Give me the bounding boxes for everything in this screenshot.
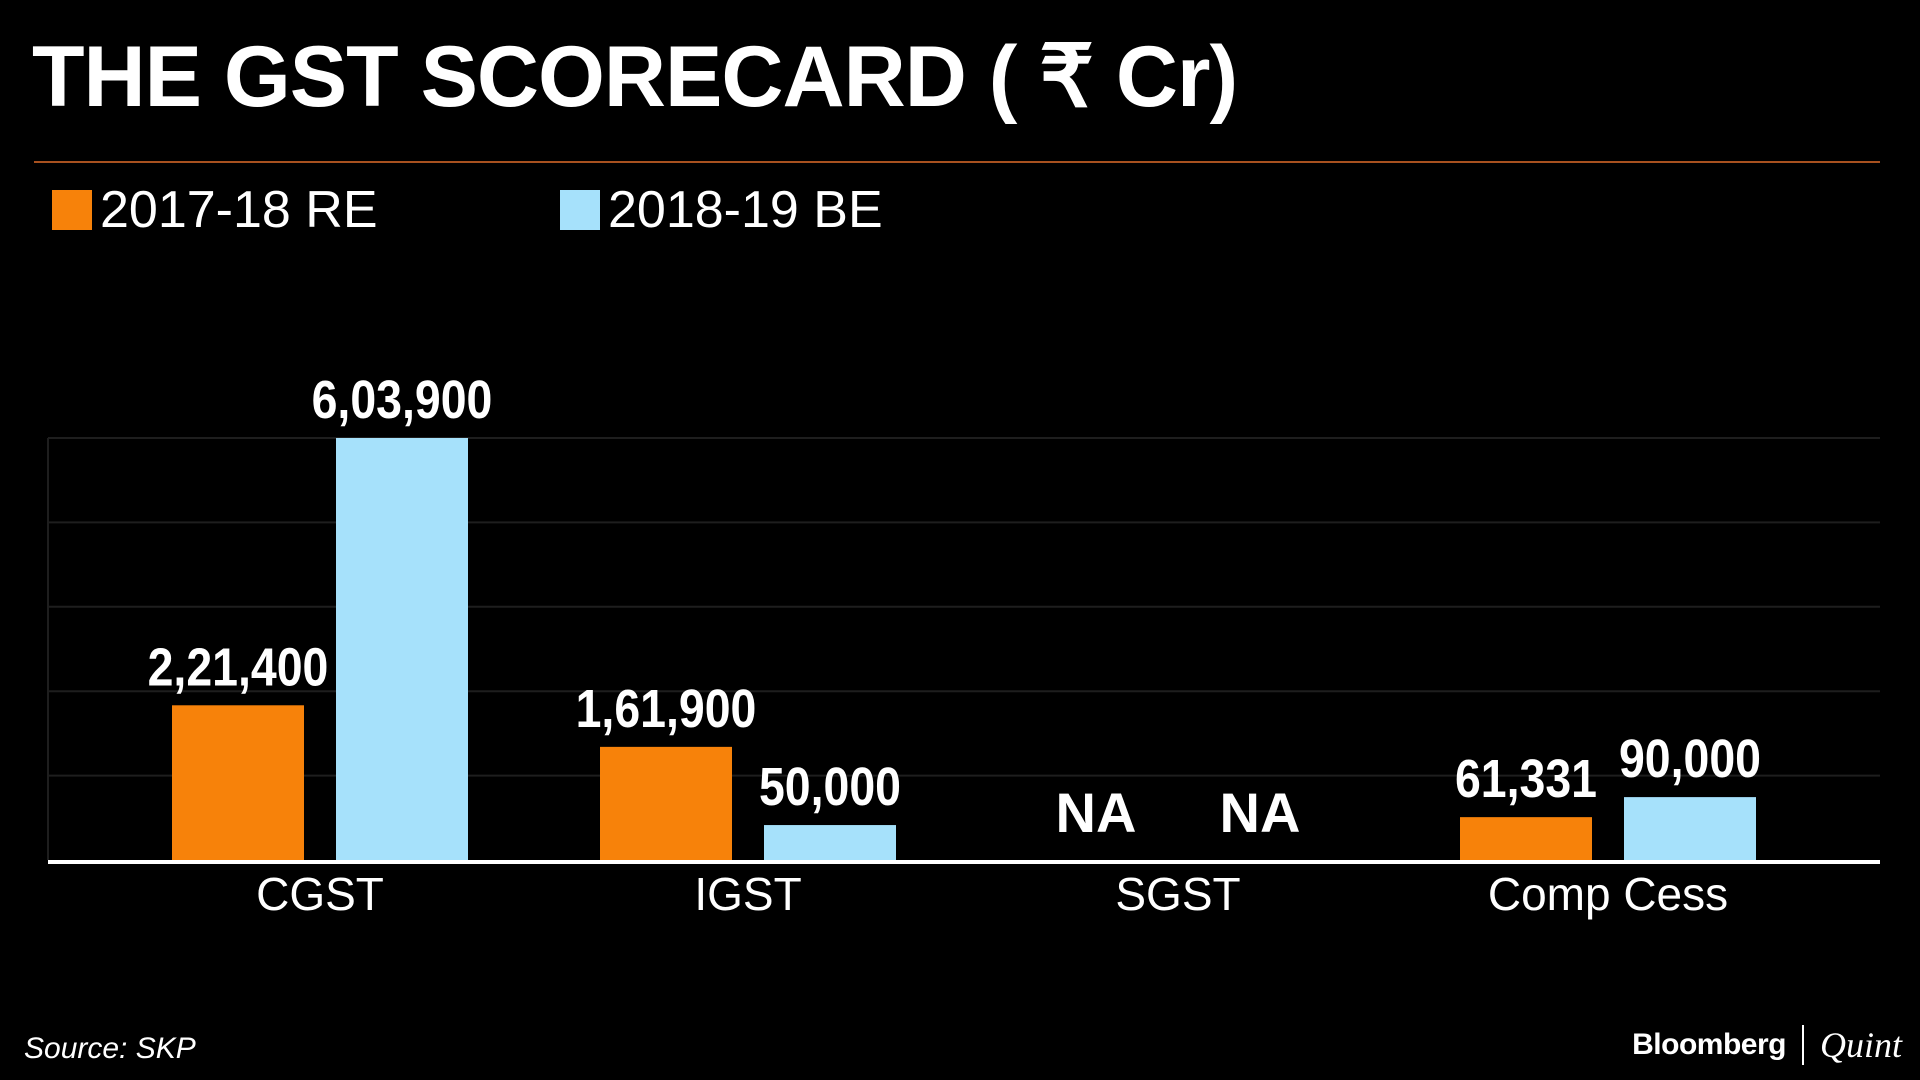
data-label: NA — [1056, 781, 1137, 844]
data-label: 1,61,900 — [576, 678, 757, 739]
legend-label-2017-18-re: 2017-18 RE — [100, 181, 378, 239]
legend-item-2018-19-be: 2018-19 BE — [560, 180, 883, 240]
brand-separator — [1801, 1025, 1804, 1065]
x-tick-label: SGST — [1115, 868, 1240, 920]
source-note: Source: SKP — [24, 1032, 196, 1065]
data-label: 61,331 — [1455, 748, 1597, 809]
legend-label-2018-19-be: 2018-19 BE — [608, 181, 883, 239]
x-tick-label: Comp Cess — [1488, 868, 1728, 920]
x-tick-label: IGST — [694, 868, 801, 920]
bar-comp-cess-series-1 — [1460, 817, 1592, 860]
bar-igst-series-2 — [764, 825, 896, 860]
brand-quint: Quint — [1819, 1025, 1902, 1065]
title-divider — [34, 161, 1880, 163]
data-label: 90,000 — [1619, 728, 1761, 789]
brand-bloomberg: Bloomberg — [1632, 1028, 1786, 1061]
chart-title: THE GST SCORECARD ( ₹ Cr) — [32, 29, 1238, 125]
data-label: 50,000 — [759, 756, 901, 817]
x-tick-label: CGST — [256, 868, 384, 920]
legend-swatch-2018-19-be — [560, 190, 600, 230]
legend-item-2017-18-re: 2017-18 RE — [52, 180, 378, 240]
brand-logo: Bloomberg Quint — [1632, 1024, 1902, 1066]
bar-cgst-series-2 — [336, 438, 468, 860]
bar-comp-cess-series-2 — [1624, 797, 1756, 860]
data-label: 2,21,400 — [148, 636, 329, 697]
data-label: 6,03,900 — [312, 369, 493, 430]
legend-swatch-2017-18-re — [52, 190, 92, 230]
data-label: NA — [1220, 781, 1301, 844]
bar-cgst-series-1 — [172, 705, 304, 860]
bar-igst-series-1 — [600, 746, 732, 860]
bar-chart: 2,21,400 1,61,900 NA 61,331 6,03,900 50,000 NA… — [47, 369, 1880, 920]
